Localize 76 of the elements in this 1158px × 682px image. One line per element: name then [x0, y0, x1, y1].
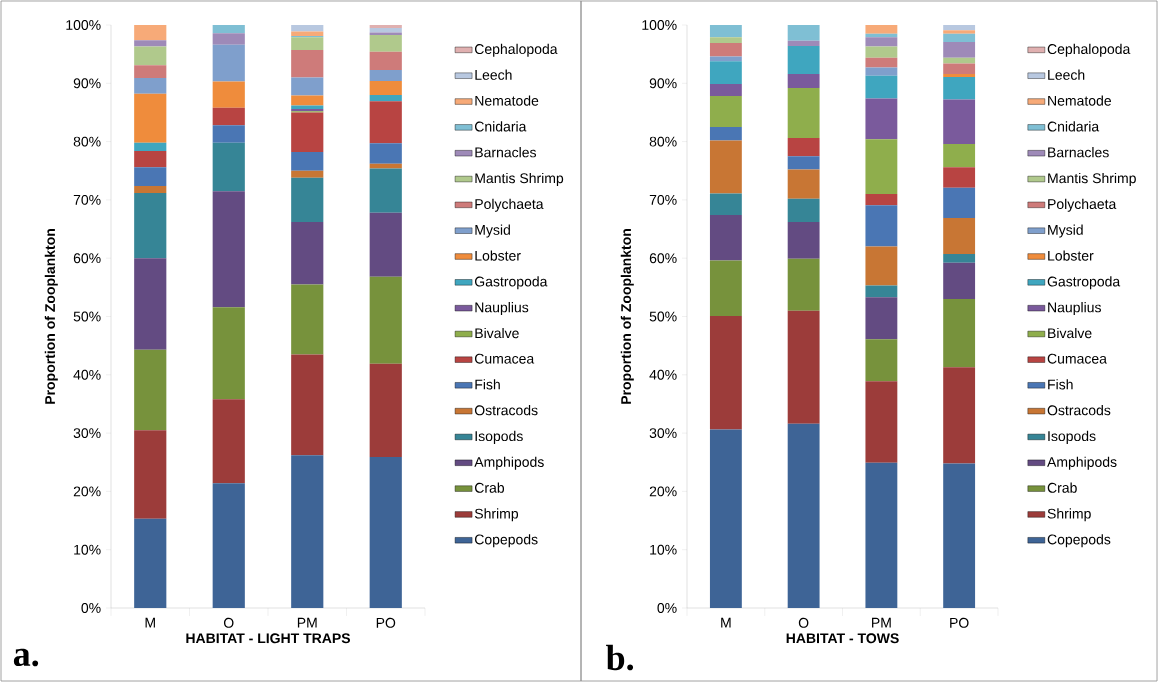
y-tick-label: 100% — [642, 20, 677, 30]
legend-label: Gastropoda — [474, 276, 548, 290]
y-tick-label: 60% — [649, 253, 677, 264]
y-tick-label: 30% — [649, 428, 677, 439]
legend-label: Mantis Shrimp — [475, 172, 564, 186]
x-tick-label: PO — [376, 617, 396, 628]
x-tick-label: PO — [950, 617, 969, 628]
y-axis-title: Proportion of Zooplankton — [44, 229, 58, 404]
y-tick-label: 100% — [66, 20, 101, 30]
y-tick-label: 40% — [649, 369, 677, 380]
y-tick-label: 40% — [73, 369, 101, 380]
y-tick-label: 60% — [73, 253, 101, 264]
legend-label: Polychaeta — [475, 198, 544, 212]
legend-label: Isopods — [475, 430, 523, 444]
legend-label: Leech — [1048, 69, 1085, 80]
legend-label: Cephalopoda — [1047, 43, 1131, 57]
legend-label: Leech — [475, 69, 512, 80]
legend-label: Barnacles — [475, 147, 537, 158]
y-axis-title: Proportion of Zooplankton — [620, 229, 634, 404]
legend-label: Bivalve — [475, 327, 519, 339]
legend-label: Polychaeta — [1048, 198, 1117, 212]
legend-label: Shrimp — [474, 508, 519, 522]
text: a. — [13, 648, 39, 667]
y-tick-label: 50% — [73, 311, 101, 322]
legend-label: Ostracods — [1047, 405, 1111, 416]
y-tick-label: 90% — [649, 78, 677, 89]
y-tick-label: 10% — [74, 544, 101, 555]
x-tick-label: O — [798, 617, 809, 628]
x-tick-label: M — [721, 617, 731, 628]
y-tick-label: 10% — [650, 544, 677, 555]
legend-label: Copepods — [1047, 534, 1111, 548]
legend-label: Crab — [475, 482, 505, 493]
y-tick-label: 20% — [73, 486, 101, 497]
y-tick-label: 0% — [657, 603, 677, 613]
y-tick-label: 20% — [649, 486, 677, 497]
legend-label: Amphipods — [1047, 456, 1117, 470]
legend-label: Gastropoda — [1047, 276, 1121, 290]
legend-label: Cnidaria — [1047, 121, 1100, 132]
legend-label: Lobster — [1048, 250, 1094, 261]
x-tick-label: PM — [872, 617, 891, 628]
legend-label: Shrimp — [1047, 508, 1091, 522]
legend-label: Bivalve — [1048, 327, 1092, 339]
legend-label: Amphipods — [474, 456, 544, 470]
legend-label: Nematode — [475, 95, 539, 106]
x-tick-label: O — [223, 617, 234, 628]
y-tick-label: 50% — [649, 311, 677, 322]
y-tick-label: 70% — [649, 194, 677, 205]
legend-label: Nauplius — [475, 302, 529, 316]
legend-label: Isopods — [1048, 430, 1096, 444]
legend-label: Barnacles — [1048, 147, 1109, 158]
legend-label: Lobster — [475, 250, 521, 261]
y-tick-label: 0% — [81, 603, 101, 613]
legend-label: Crab — [1047, 482, 1077, 493]
text: b. — [606, 644, 634, 671]
legend-label: Cumacea — [475, 353, 535, 364]
x-axis-title: HABITAT - TOWS — [786, 633, 899, 644]
legend-label: Cumacea — [1047, 353, 1107, 364]
y-tick-label: 80% — [73, 136, 101, 147]
legend-label: Copepods — [475, 534, 538, 548]
y-tick-label: 70% — [73, 194, 101, 205]
legend-label: Fish — [475, 379, 500, 390]
x-tick-label: M — [145, 617, 155, 628]
legend-label: Fish — [1048, 379, 1073, 390]
x-axis-title: HABITAT - LIGHT TRAPS — [186, 633, 351, 644]
legend-label: Cephalopoda — [475, 43, 558, 57]
legend-label: Mysid — [1048, 224, 1083, 238]
legend-label: Mysid — [475, 224, 510, 238]
x-tick-label: PM — [297, 617, 317, 628]
y-tick-label: 90% — [73, 78, 101, 89]
legend-label: Ostracods — [474, 405, 538, 416]
legend-label: Mantis Shrimp — [1048, 172, 1136, 186]
legend-label: Nematode — [1048, 95, 1111, 106]
legend-label: Nauplius — [1048, 302, 1101, 316]
legend-label: Cnidaria — [475, 121, 527, 132]
y-tick-label: 30% — [73, 428, 101, 439]
y-tick-label: 80% — [649, 136, 677, 147]
